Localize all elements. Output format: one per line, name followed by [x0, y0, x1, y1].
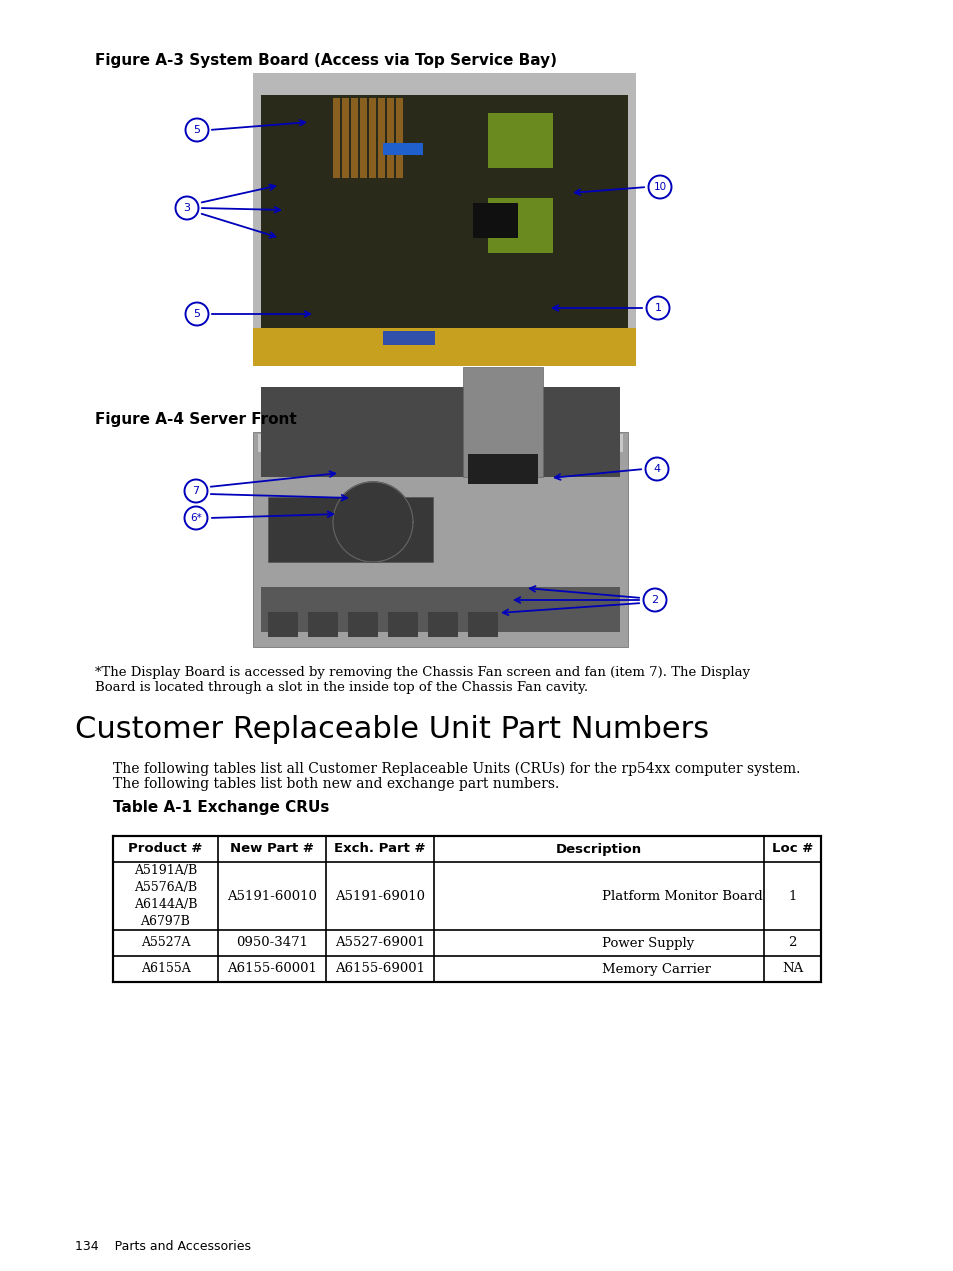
- Text: Exch. Part #: Exch. Part #: [334, 843, 425, 855]
- Text: Platform Monitor Board: Platform Monitor Board: [601, 890, 762, 902]
- Circle shape: [184, 479, 208, 502]
- Bar: [369, 98, 375, 178]
- Bar: [488, 198, 553, 253]
- Text: The following tables list all Customer Replaceable Units (CRUs) for the rp54xx c: The following tables list all Customer R…: [112, 763, 800, 777]
- Text: 1: 1: [787, 890, 796, 902]
- Circle shape: [185, 118, 209, 141]
- Circle shape: [184, 507, 208, 530]
- Bar: [359, 98, 367, 178]
- Circle shape: [643, 588, 666, 611]
- Text: 3: 3: [183, 203, 191, 214]
- Text: A5191-60010: A5191-60010: [227, 890, 316, 902]
- Bar: [462, 367, 542, 477]
- Text: 5: 5: [193, 125, 200, 135]
- Circle shape: [648, 175, 671, 198]
- Bar: [382, 330, 435, 344]
- Bar: [388, 613, 417, 637]
- Text: Figure A-4 Server Front: Figure A-4 Server Front: [95, 412, 296, 427]
- Bar: [395, 98, 402, 178]
- Bar: [468, 454, 537, 484]
- Bar: [333, 98, 339, 178]
- Text: A6155-60001: A6155-60001: [227, 962, 316, 976]
- Text: The following tables list both new and exchange part numbers.: The following tables list both new and e…: [112, 777, 558, 791]
- Bar: [387, 98, 394, 178]
- Bar: [468, 613, 497, 637]
- Text: A6155A: A6155A: [140, 962, 191, 976]
- Text: 7: 7: [193, 486, 199, 496]
- Text: Memory Carrier: Memory Carrier: [601, 962, 710, 976]
- Text: *The Display Board is accessed by removing the Chassis Fan screen and fan (item : *The Display Board is accessed by removi…: [95, 666, 749, 679]
- Text: New Part #: New Part #: [230, 843, 314, 855]
- Text: Product #: Product #: [128, 843, 202, 855]
- Bar: [268, 613, 297, 637]
- Bar: [261, 95, 627, 328]
- Bar: [473, 203, 517, 238]
- Text: 1: 1: [654, 302, 660, 313]
- Text: 134    Parts and Accessories: 134 Parts and Accessories: [75, 1240, 251, 1253]
- Circle shape: [175, 197, 198, 220]
- Text: A5191-69010: A5191-69010: [335, 890, 424, 902]
- Bar: [341, 98, 349, 178]
- Text: 5: 5: [193, 309, 200, 319]
- Text: A5527-69001: A5527-69001: [335, 937, 424, 949]
- Bar: [261, 587, 619, 632]
- Bar: [253, 328, 636, 366]
- Text: 10: 10: [653, 182, 666, 192]
- Text: A5191A/B
A5576A/B
A6144A/B
A6797B: A5191A/B A5576A/B A6144A/B A6797B: [133, 864, 197, 928]
- Text: 4: 4: [653, 464, 659, 474]
- Bar: [488, 113, 553, 168]
- Text: 2: 2: [787, 937, 796, 949]
- Bar: [308, 613, 337, 637]
- Text: Description: Description: [556, 843, 641, 855]
- Circle shape: [646, 296, 669, 319]
- Circle shape: [645, 458, 668, 480]
- Text: Power Supply: Power Supply: [601, 937, 694, 949]
- Bar: [112, 836, 821, 982]
- Bar: [351, 98, 357, 178]
- Text: 0950-3471: 0950-3471: [235, 937, 308, 949]
- Text: A5527A: A5527A: [141, 937, 190, 949]
- Bar: [428, 613, 457, 637]
- Bar: [257, 433, 622, 452]
- Text: NA: NA: [781, 962, 802, 976]
- Text: Figure A-3 System Board (Access via Top Service Bay): Figure A-3 System Board (Access via Top …: [95, 53, 557, 69]
- Bar: [268, 497, 433, 562]
- Text: Table A-1 Exchange CRUs: Table A-1 Exchange CRUs: [112, 799, 329, 815]
- Polygon shape: [333, 482, 413, 562]
- Text: 6*: 6*: [190, 513, 202, 522]
- Bar: [253, 72, 636, 366]
- Text: 2: 2: [651, 595, 658, 605]
- Circle shape: [185, 302, 209, 325]
- Text: Board is located through a slot in the inside top of the Chassis Fan cavity.: Board is located through a slot in the i…: [95, 681, 587, 694]
- Text: Customer Replaceable Unit Part Numbers: Customer Replaceable Unit Part Numbers: [75, 716, 708, 744]
- Bar: [382, 144, 422, 155]
- Text: Loc #: Loc #: [771, 843, 812, 855]
- Bar: [348, 613, 377, 637]
- Text: A6155-69001: A6155-69001: [335, 962, 424, 976]
- Bar: [377, 98, 385, 178]
- Bar: [261, 386, 619, 477]
- Bar: [253, 432, 627, 647]
